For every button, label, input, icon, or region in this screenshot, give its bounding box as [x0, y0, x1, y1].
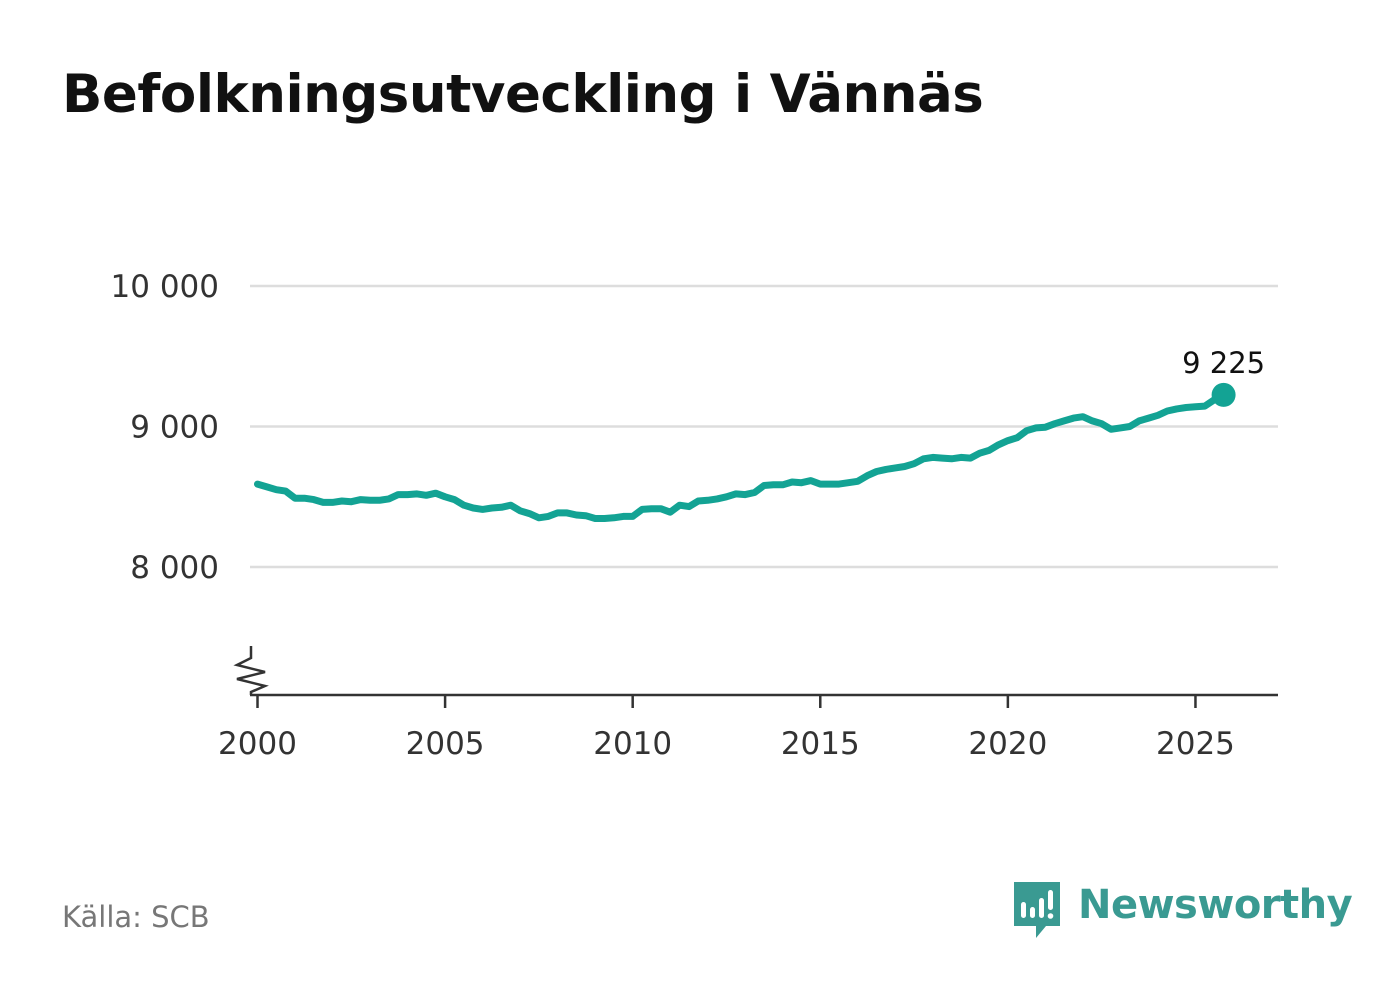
- x-tick-label-2025: 2025: [1156, 726, 1235, 762]
- population-line: [254, 391, 1228, 522]
- x-tick-label-2020: 2020: [968, 726, 1047, 762]
- y-axis-tick-labels: 8 000 9 000 10 000: [111, 269, 219, 586]
- latest-value-dot: [1211, 382, 1236, 407]
- page-title: Befolkningsutveckling i Vännäs: [62, 64, 984, 125]
- y-tick-label-8000: 8 000: [130, 550, 219, 586]
- x-tick-label-2005: 2005: [406, 726, 485, 762]
- brand-name: Newsworthy: [1078, 882, 1353, 928]
- x-axis: [233, 646, 1278, 697]
- bar-chart-speech-bubble-icon: [1014, 882, 1060, 938]
- y-tick-label-10000: 10 000: [111, 269, 219, 305]
- source-note: Källa: SCB: [62, 900, 210, 934]
- x-axis-ticks: 2000 2005 2010 2015 2020 2025: [218, 695, 1235, 762]
- x-tick-label-2010: 2010: [593, 726, 672, 762]
- y-axis-break-icon: [233, 646, 269, 695]
- x-tick-label-2000: 2000: [218, 726, 297, 762]
- x-tick-label-2015: 2015: [781, 726, 860, 762]
- y-tick-label-9000: 9 000: [130, 410, 219, 446]
- latest-value-label: 9 225: [1182, 346, 1265, 380]
- newsworthy-logo: Newsworthy: [1012, 880, 1353, 940]
